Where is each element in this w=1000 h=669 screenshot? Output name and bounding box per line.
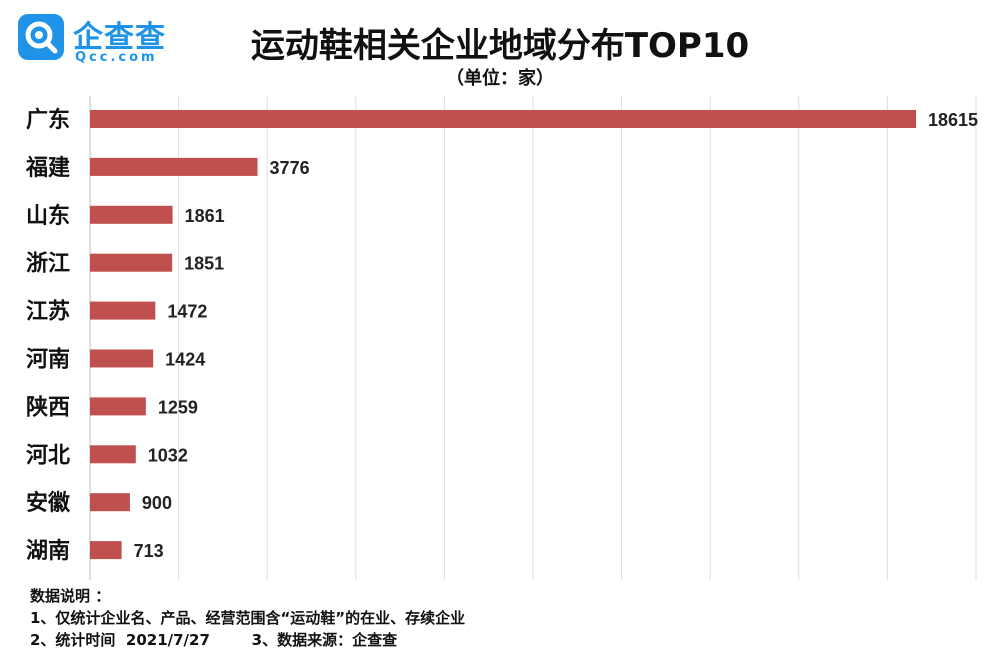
category-label: 湖南 — [26, 539, 70, 564]
chart-title: 运动鞋相关企业地域分布TOP10 — [250, 26, 750, 66]
value-label: 3776 — [270, 158, 310, 178]
bar-9 — [90, 541, 122, 560]
logo-mark-icon — [18, 14, 64, 60]
value-label: 1259 — [158, 397, 198, 417]
value-label: 18615 — [928, 110, 978, 130]
value-label: 1851 — [184, 254, 224, 274]
grid-lines — [89, 96, 977, 580]
bars — [90, 110, 916, 560]
notes-line-2: 2、统计时间 2021/7/27 3、数据来源：企查查 — [30, 631, 398, 649]
qcc-logo: 企查查 Qcc.com — [18, 12, 178, 72]
bar-0 — [90, 110, 916, 128]
category-label: 浙江 — [26, 252, 70, 277]
category-label: 江苏 — [26, 299, 70, 325]
value-label: 900 — [142, 493, 172, 513]
bar-3 — [90, 253, 173, 272]
category-label: 安徽 — [26, 490, 71, 516]
logo-name-cn: 企查查 — [73, 20, 166, 55]
bar-5 — [90, 349, 154, 368]
logo-name-en: Qcc.com — [75, 50, 158, 65]
bar-1 — [90, 157, 258, 176]
category-label: 福建 — [25, 156, 70, 181]
value-label: 713 — [134, 541, 164, 561]
data-notes: 数据说明 ： 1、仅统计企业名、产品、经营范围含“运动鞋”的在业、存续企业 2、… — [30, 585, 465, 651]
notes-line-1: 1、仅统计企业名、产品、经营范围含“运动鞋”的在业、存续企业 — [30, 609, 466, 627]
bar-4 — [90, 301, 156, 320]
value-label: 1424 — [165, 350, 205, 370]
value-label: 1032 — [148, 445, 188, 465]
category-label: 河北 — [26, 443, 70, 468]
category-label: 陕西 — [26, 395, 70, 420]
bar-2 — [90, 205, 173, 224]
value-label: 1472 — [167, 302, 207, 322]
notes-heading: 数据说明 ： — [30, 587, 111, 605]
chart-unit: （单位：家） — [446, 68, 554, 89]
category-label: 山东 — [26, 203, 70, 229]
value-label: 1861 — [185, 206, 225, 226]
bar-6 — [90, 397, 146, 416]
labels: 广东 18615 福建 3776 山东 1861 浙江 1851 江苏 1472 河南 1424 陕西 1… — [25, 107, 978, 564]
bar-8 — [90, 493, 130, 512]
category-label: 河南 — [26, 348, 70, 373]
bar-7 — [90, 445, 136, 464]
category-label: 广东 — [26, 107, 70, 133]
